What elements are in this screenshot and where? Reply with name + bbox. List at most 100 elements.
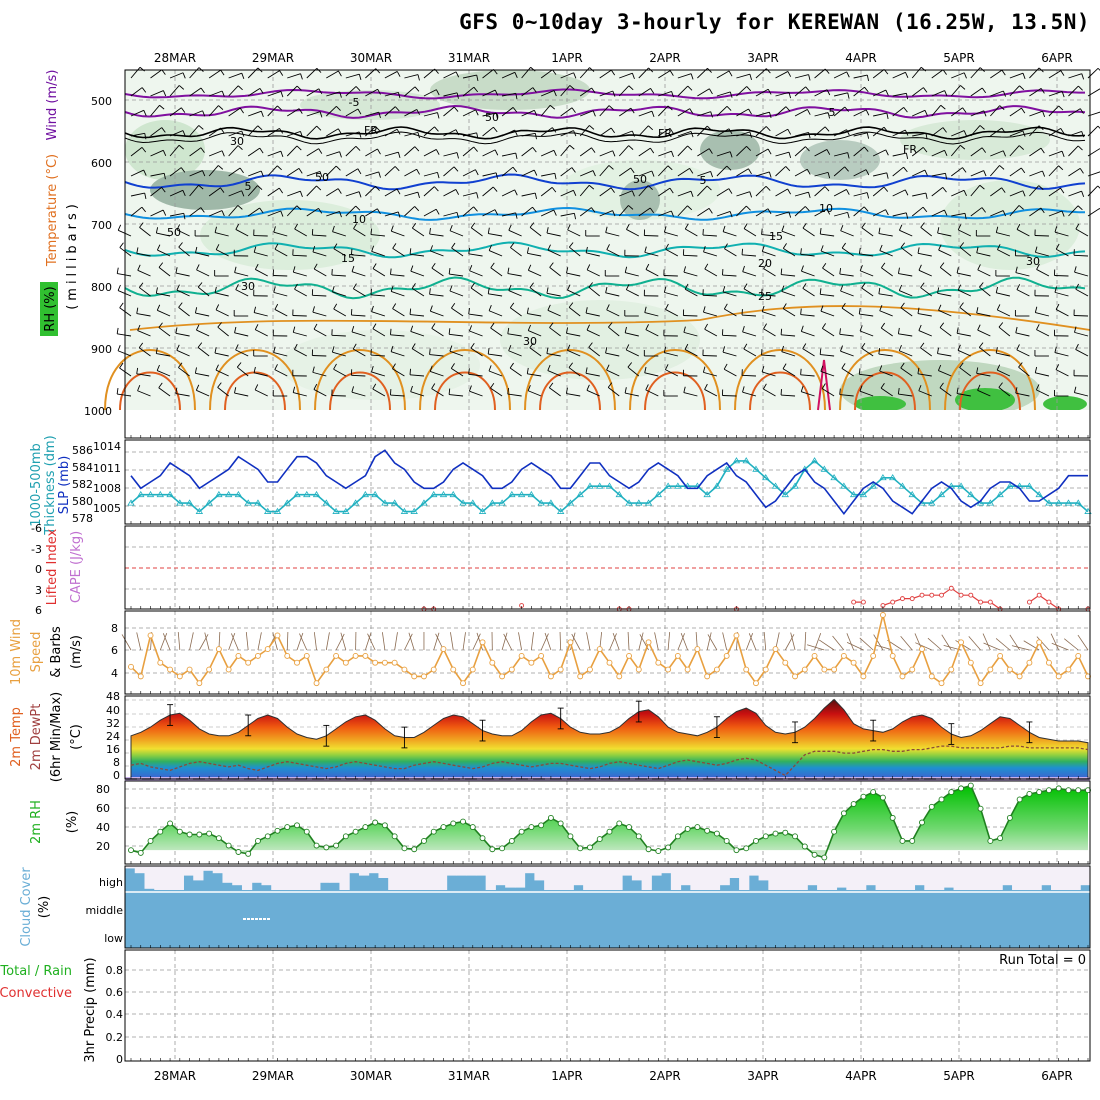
temp-contour-30	[434, 371, 496, 411]
wind-barb	[208, 210, 223, 217]
wind-barb	[345, 86, 357, 97]
wind-barb	[959, 367, 972, 377]
wind-barb	[1068, 108, 1081, 117]
surface-wind-barb	[472, 633, 481, 651]
rh2m-point	[303, 828, 310, 835]
wind-barb	[215, 249, 229, 257]
wind-barb-flag	[553, 90, 557, 97]
wind-barb-flag	[390, 285, 394, 292]
rh2m-point	[704, 827, 711, 834]
wind-barb-flag	[417, 132, 420, 139]
thickness-point	[371, 490, 379, 498]
wind-barb	[482, 69, 494, 79]
wind-barb	[130, 169, 144, 177]
wind-barb	[254, 389, 268, 397]
high-cloud-gap	[290, 866, 301, 890]
wind-barb-flag	[591, 87, 596, 94]
wind-barb	[169, 72, 184, 79]
wind-barb-flag	[840, 285, 844, 292]
high-cloud-gap	[1021, 866, 1033, 890]
contour-label: 15	[769, 230, 783, 243]
wind-barb	[371, 251, 386, 257]
wind-barb	[917, 373, 932, 377]
wind-barb-flag	[437, 112, 440, 119]
wind-barb-flag	[178, 85, 185, 90]
wind-barb	[176, 229, 190, 237]
wind-barb-flag	[785, 166, 791, 172]
wind-barb-flag	[586, 324, 590, 331]
wind-barb-flag	[355, 145, 361, 151]
wind-barb	[195, 372, 210, 377]
wind-barb-flag	[202, 170, 206, 177]
wind-barb-flag	[781, 345, 785, 352]
wind-barb	[391, 230, 405, 237]
wind-barb-flag	[494, 149, 499, 156]
wind-barb-flag	[350, 248, 353, 255]
wind-speed-point	[1065, 666, 1072, 673]
wind-barb-flag	[996, 304, 1001, 311]
wind-barb	[365, 171, 379, 177]
wind-barb	[702, 234, 717, 237]
wind-barb	[228, 145, 239, 157]
thickness-point	[654, 490, 663, 498]
high-cloud-gap	[514, 866, 526, 888]
wind-barb-flag	[644, 366, 647, 373]
wind-barb-flag	[526, 247, 529, 254]
wind-barb	[794, 109, 808, 117]
wind-speed-point	[421, 673, 427, 680]
wind-barb-flag	[586, 384, 590, 391]
wind-barb-flag	[163, 90, 167, 97]
wind-barb-flag	[235, 223, 240, 230]
wind-barb	[449, 350, 464, 357]
wind-barb-flag	[214, 226, 217, 233]
wind-barb	[839, 273, 854, 277]
wind-barb	[528, 330, 542, 337]
thickness-point	[576, 490, 584, 498]
wind-speed-point	[753, 680, 759, 687]
wind-barb-flag	[939, 262, 945, 268]
wind-barb-flag	[274, 243, 279, 250]
wind-barb	[287, 190, 301, 197]
pressure-tick: 700	[91, 219, 112, 232]
contour-label: -5	[349, 96, 360, 109]
wind-barb	[939, 267, 952, 277]
wind-barb-flag	[375, 126, 381, 132]
surface-wind-barb	[340, 632, 347, 651]
wind-barb	[724, 308, 737, 317]
thickness-point	[674, 482, 682, 489]
wind-barb	[527, 373, 542, 377]
wind-barb-flag	[879, 244, 883, 251]
wind-barb-flag	[411, 343, 416, 349]
wind-barb	[365, 88, 378, 97]
wind-barb-flag	[176, 344, 180, 351]
wind-barb-flag	[1036, 324, 1040, 330]
wind-barb-flag	[332, 286, 335, 293]
wind-barb	[325, 105, 337, 117]
thickness-point	[781, 490, 789, 498]
wind-barb	[169, 212, 184, 217]
wind-barb	[371, 311, 386, 317]
wind-barb-flag	[316, 185, 322, 191]
wind-barb-flag	[176, 284, 180, 291]
wind-barb-flag	[819, 348, 822, 355]
wind-barb	[150, 187, 162, 197]
rh2m-point	[235, 849, 242, 855]
wind-barb-flag	[726, 105, 732, 111]
wind-barb	[1029, 207, 1042, 217]
wind-barb-flag	[455, 129, 460, 136]
wind-barb	[658, 187, 671, 197]
rh2m-point	[948, 789, 955, 796]
wind-barb-flag	[918, 385, 922, 391]
wind-barb	[286, 205, 298, 217]
wind-barb	[507, 333, 522, 337]
wind-barb	[294, 288, 307, 297]
wind-barb	[833, 152, 848, 157]
wind-barb-flag	[800, 265, 804, 272]
wind-barb	[372, 388, 386, 397]
wind-barb	[997, 309, 1011, 317]
wind-barb-flag	[547, 244, 551, 251]
wind-barb	[606, 369, 620, 377]
wind-speed-point	[928, 673, 935, 680]
wind-barb-flag	[1018, 362, 1023, 368]
wind-barb	[625, 392, 639, 397]
